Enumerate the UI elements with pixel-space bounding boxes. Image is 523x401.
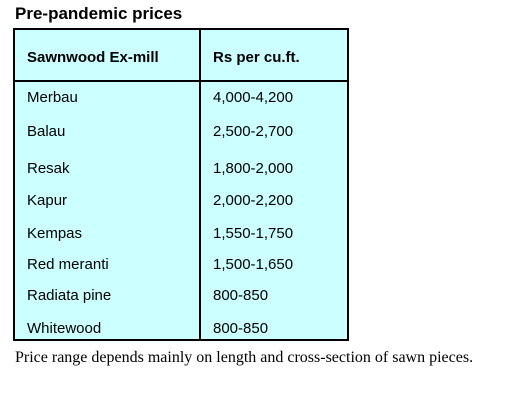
price-table: Sawnwood Ex-mill Rs per cu.ft. Merbau 4,…	[13, 28, 349, 341]
species-cell: Resak	[27, 160, 70, 177]
header-price: Rs per cu.ft.	[213, 49, 300, 66]
table-row: Radiata pine 800-850	[15, 286, 347, 314]
page-title: Pre-pandemic prices	[15, 4, 183, 23]
table-row: Balau 2,500-2,700	[15, 122, 347, 150]
species-cell: Radiata pine	[27, 287, 112, 304]
price-cell: 4,000-4,200	[213, 89, 294, 106]
header-sawnwood: Sawnwood Ex-mill	[27, 49, 159, 66]
footnote: Price range depends mainly on length and…	[15, 349, 474, 366]
table-row: Kempas 1,550-1,750	[15, 224, 347, 252]
price-cell: 1,500-1,650	[213, 256, 294, 273]
price-cell: 800-850	[213, 320, 269, 337]
table-header-row: Sawnwood Ex-mill Rs per cu.ft.	[15, 30, 347, 82]
price-cell: 2,000-2,200	[213, 192, 294, 209]
species-cell: Balau	[27, 123, 66, 140]
table-row: Merbau 4,000-4,200	[15, 88, 347, 116]
price-cell: 1,800-2,000	[213, 160, 294, 177]
species-cell: Whitewood	[27, 320, 102, 337]
price-cell: 1,550-1,750	[213, 225, 294, 242]
table-row: Whitewood 800-850	[15, 319, 347, 347]
price-cell: 2,500-2,700	[213, 123, 294, 140]
column-divider	[199, 30, 201, 339]
table-row: Kapur 2,000-2,200	[15, 191, 347, 219]
species-cell: Kapur	[27, 192, 68, 209]
price-cell: 800-850	[213, 287, 269, 304]
species-cell: Red meranti	[27, 256, 109, 273]
table-row: Red meranti 1,500-1,650	[15, 255, 347, 283]
species-cell: Kempas	[27, 225, 83, 242]
table-row: Resak 1,800-2,000	[15, 159, 347, 187]
species-cell: Merbau	[27, 89, 78, 106]
